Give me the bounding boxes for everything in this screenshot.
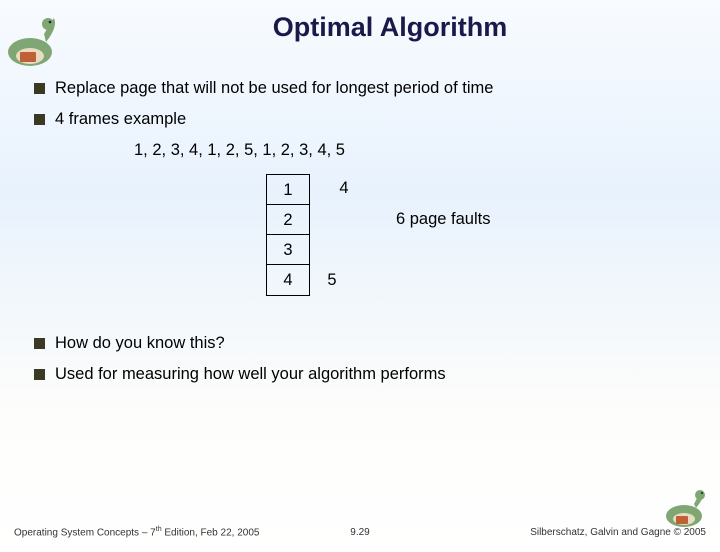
bullet-text: 4 frames example bbox=[55, 110, 186, 129]
frame-cell: 2 bbox=[267, 205, 309, 235]
bullet-square-icon bbox=[34, 338, 45, 349]
lower-bullets: How do you know this? Used for measuring… bbox=[34, 334, 720, 384]
slide-footer: Operating System Concepts – 7th Edition,… bbox=[0, 526, 720, 538]
dino-corner-top-left bbox=[0, 12, 64, 68]
replacement-bottom: 5 bbox=[322, 271, 342, 290]
bullet-square-icon bbox=[34, 369, 45, 380]
bullet-text: Replace page that will not be used for l… bbox=[55, 79, 493, 98]
footer-right: Silberschatz, Galvin and Gagne © 2005 bbox=[370, 527, 706, 538]
bullet-square-icon bbox=[34, 83, 45, 94]
dino-corner-bottom-right bbox=[660, 486, 712, 528]
replacement-top: 4 bbox=[334, 179, 354, 198]
bullet-text: How do you know this? bbox=[55, 334, 225, 353]
frame-diagram: 1 2 3 4 4 5 6 page faults bbox=[266, 174, 720, 314]
bullet-item: Used for measuring how well your algorit… bbox=[34, 365, 720, 384]
bullet-item: 4 frames example bbox=[34, 110, 720, 129]
frame-cell: 3 bbox=[267, 235, 309, 265]
reference-string: 1, 2, 3, 4, 1, 2, 5, 1, 2, 3, 4, 5 bbox=[134, 141, 720, 160]
footer-left-suffix: Edition, Feb 22, 2005 bbox=[162, 527, 260, 538]
frame-cell: 4 bbox=[267, 265, 309, 295]
bullet-text: Used for measuring how well your algorit… bbox=[55, 365, 446, 384]
frame-column: 1 2 3 4 bbox=[266, 174, 310, 296]
frame-cell: 1 bbox=[267, 175, 309, 205]
content-area: Replace page that will not be used for l… bbox=[34, 79, 720, 314]
footer-mid: 9.29 bbox=[350, 527, 369, 538]
footer-left: Operating System Concepts – 7th Edition,… bbox=[14, 526, 350, 538]
page-faults-label: 6 page faults bbox=[396, 210, 491, 229]
bullet-item: Replace page that will not be used for l… bbox=[34, 79, 720, 98]
slide-title: Optimal Algorithm bbox=[60, 12, 720, 43]
footer-left-prefix: Operating System Concepts – 7 bbox=[14, 527, 156, 538]
bullet-square-icon bbox=[34, 114, 45, 125]
bullet-item: How do you know this? bbox=[34, 334, 720, 353]
